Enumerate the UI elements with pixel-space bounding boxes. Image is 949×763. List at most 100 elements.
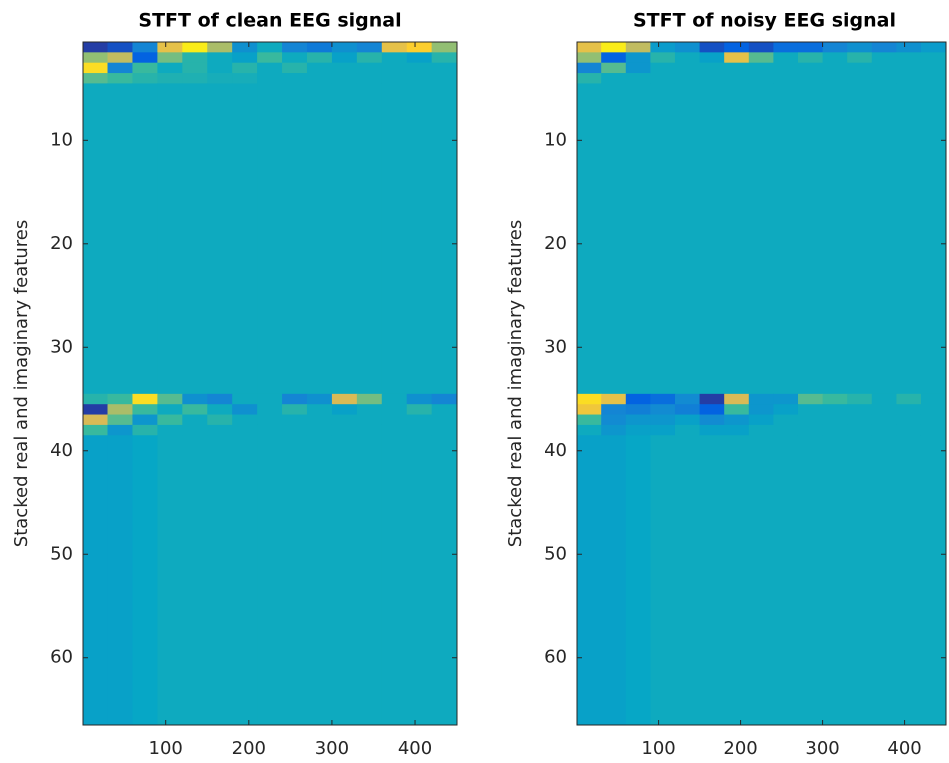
heatmap-cell: [625, 424, 651, 436]
heatmap-cell: [157, 435, 183, 726]
subplot: 100 200 300 400 10 20 30 40 50 60 STFT of clean EE…: [11, 10, 458, 759]
heatmap-cell: [822, 42, 848, 53]
heatmap-cell: [577, 404, 602, 416]
heatmap-cell: [748, 393, 774, 405]
heatmap-cell: [601, 393, 627, 405]
heatmap-cell: [331, 435, 358, 726]
heatmap-cell: [257, 435, 283, 726]
heatmap-cell: [381, 404, 408, 416]
heatmap-cell: [896, 42, 922, 53]
y-axis-label: Stacked real and imaginary features: [11, 220, 32, 547]
heatmap-cell: [625, 393, 651, 405]
heatmap-cell: [182, 435, 208, 726]
heatmap-cell: [871, 73, 897, 84]
heatmap-cell: [257, 62, 283, 74]
y-tick-label: 50: [50, 543, 73, 564]
heatmap-cell: [282, 73, 308, 84]
heatmap-cell: [724, 424, 750, 436]
heatmap-cell: [797, 414, 824, 426]
heatmap-cell: [650, 83, 676, 395]
heatmap-cell: [847, 73, 873, 84]
heatmap-cell: [331, 52, 358, 64]
heatmap-cell: [822, 404, 848, 416]
heatmap-cell: [822, 83, 848, 395]
heatmap-cell: [625, 435, 651, 726]
heatmap-cell: [431, 414, 458, 426]
heatmap-cell: [674, 73, 701, 84]
heatmap-cell: [356, 42, 383, 53]
heatmap-cell: [132, 435, 158, 726]
heatmap-cell: [282, 42, 308, 53]
heatmap-cell: [406, 42, 433, 53]
heatmap-cell: [847, 83, 873, 395]
y-tick-label: 40: [544, 440, 567, 461]
heatmap-cell: [699, 83, 725, 395]
heatmap-cell: [797, 42, 824, 53]
heatmap-cell: [331, 73, 358, 84]
heatmap-cell: [871, 393, 897, 405]
heatmap-cell: [650, 414, 676, 426]
axes-box: [576, 41, 947, 726]
heatmap-cell: [601, 414, 627, 426]
heatmap-cell: [773, 73, 799, 84]
heatmap-cell: [724, 435, 750, 726]
heatmap-cell: [871, 42, 897, 53]
heatmap-cell: [157, 404, 183, 416]
heatmap-cell: [406, 424, 433, 436]
heatmap-cell: [748, 435, 774, 726]
heatmap-cell: [724, 42, 750, 53]
heatmap-cell: [625, 52, 651, 64]
heatmap-cell: [650, 393, 676, 405]
y-tick-label: 10: [544, 129, 567, 150]
heatmap-cell: [871, 414, 897, 426]
heatmap-cell: [674, 83, 701, 395]
heatmap-cell: [920, 73, 947, 84]
heatmap-cell: [132, 42, 158, 53]
heatmap-cell: [773, 83, 799, 395]
heatmap-cell: [847, 414, 873, 426]
y-tick-label: 30: [50, 336, 73, 357]
heatmap-cell: [282, 393, 308, 405]
heatmap-cell: [601, 424, 627, 436]
heatmap-cell: [331, 83, 358, 395]
heatmap-cell: [182, 52, 208, 64]
heatmap-cell: [674, 62, 701, 74]
heatmap-cell: [724, 393, 750, 405]
heatmap-cell: [107, 73, 133, 84]
heatmap-cell: [577, 393, 602, 405]
heatmap-cell: [331, 62, 358, 74]
heatmap-cell: [650, 62, 676, 74]
heatmap-cell: [699, 42, 725, 53]
heatmap-cell: [822, 62, 848, 74]
heatmap-cell: [182, 393, 208, 405]
x-tick-label: 200: [723, 738, 757, 759]
heatmap-cell: [157, 424, 183, 436]
heatmap-cell: [406, 414, 433, 426]
y-tick-label: 40: [50, 440, 73, 461]
heatmap-cell: [282, 435, 308, 726]
heatmap-cell: [406, 435, 433, 726]
heatmap-cell: [232, 62, 258, 74]
heatmap-cell: [107, 83, 133, 395]
heatmap-cell: [601, 435, 627, 726]
heatmap-cell: [83, 42, 109, 53]
heatmap-cell: [920, 52, 947, 64]
heatmap-cell: [601, 62, 627, 74]
x-tick-label: 100: [641, 738, 675, 759]
heatmap-cell: [724, 52, 750, 64]
heatmap-cell: [232, 73, 258, 84]
heatmap-cell: [306, 73, 333, 84]
chart-title: STFT of clean EEG signal: [138, 10, 401, 32]
heatmap-cell: [748, 83, 774, 395]
heatmap-cell: [381, 62, 408, 74]
heatmap-cell: [773, 435, 799, 726]
heatmap-cell: [748, 62, 774, 74]
heatmap-cell: [257, 404, 283, 416]
heatmap-cell: [356, 404, 383, 416]
heatmap-cell: [282, 404, 308, 416]
heatmap-cell: [797, 83, 824, 395]
heatmap-cell: [431, 52, 458, 64]
y-tick-label: 50: [544, 543, 567, 564]
